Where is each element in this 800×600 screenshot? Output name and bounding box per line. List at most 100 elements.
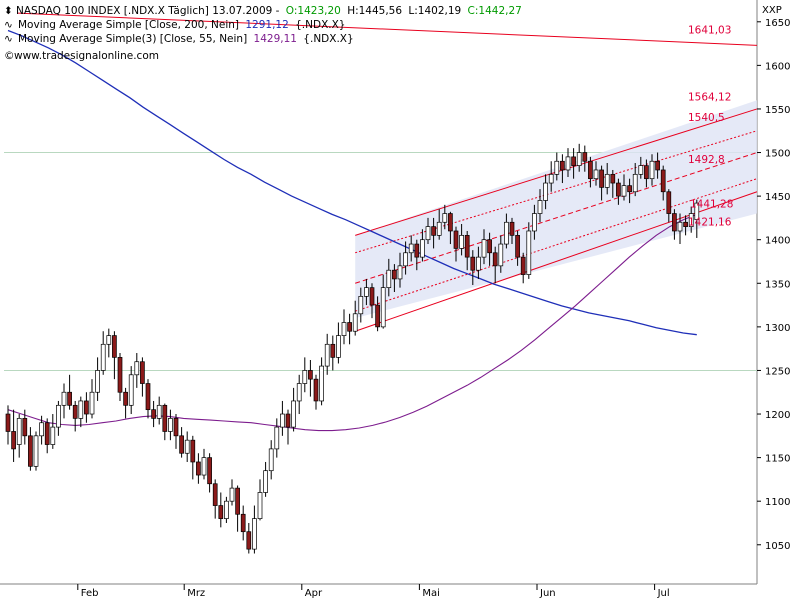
level-label: 1492,8 bbox=[688, 154, 725, 166]
candle-down bbox=[5, 413, 11, 432]
candle-down bbox=[179, 435, 184, 454]
candle-down bbox=[509, 221, 515, 236]
level-label: 1641,03 bbox=[688, 25, 731, 37]
sma200-line bbox=[7, 29, 697, 336]
candle-down bbox=[448, 213, 453, 232]
candle-down bbox=[470, 256, 476, 271]
candle-up bbox=[61, 391, 67, 406]
candle-down bbox=[520, 256, 526, 275]
candle-up bbox=[291, 400, 296, 428]
candle-down bbox=[173, 418, 179, 437]
candle-down bbox=[375, 304, 380, 328]
sma55-symbol: {.NDX.X} bbox=[303, 33, 353, 45]
candle-up bbox=[224, 500, 229, 519]
candle-up bbox=[526, 230, 532, 275]
candle-up bbox=[280, 413, 285, 428]
candle-up bbox=[532, 213, 537, 232]
candle-up bbox=[380, 287, 386, 328]
candle-down bbox=[515, 234, 520, 258]
candle-up bbox=[621, 185, 627, 197]
candle-up bbox=[302, 370, 308, 384]
low-value: L:1402,19 bbox=[408, 5, 461, 17]
sma55-line bbox=[7, 213, 698, 432]
candle-down bbox=[190, 439, 196, 463]
y-tick-label: 1300 bbox=[765, 323, 790, 334]
candle-up bbox=[324, 343, 330, 367]
candle-down bbox=[588, 160, 593, 180]
candle-down bbox=[313, 378, 319, 402]
candle-up bbox=[341, 322, 347, 336]
candle-down bbox=[162, 404, 168, 432]
candle-down bbox=[218, 505, 224, 519]
candle-up bbox=[481, 239, 487, 258]
candle-up bbox=[504, 221, 509, 245]
y-tick-label: 1450 bbox=[765, 192, 790, 203]
y-tick-label: 1600 bbox=[765, 61, 790, 72]
candle-up bbox=[649, 160, 655, 180]
candle-down bbox=[44, 422, 50, 445]
candle-up bbox=[543, 182, 548, 201]
candle-down bbox=[627, 185, 632, 193]
y-tick-label: 1100 bbox=[765, 497, 790, 508]
candle-down bbox=[560, 160, 565, 171]
level-label: 1564,12 bbox=[688, 92, 731, 104]
symbol-line: NASDAQ 100 INDEX [.NDX.X Täglich] 13.07.… bbox=[16, 5, 280, 17]
resistance-line bbox=[17, 12, 758, 46]
candle-down bbox=[644, 165, 649, 180]
candle-down bbox=[660, 169, 666, 193]
currency-label: XXP bbox=[762, 5, 782, 16]
channel-fill bbox=[355, 100, 757, 319]
svg-text:NASDAQ 100 INDEX [.NDX.X Tägl: NASDAQ 100 INDEX [.NDX.X Täglich] 13.07.… bbox=[16, 5, 522, 17]
y-tick-label: 1350 bbox=[765, 279, 790, 290]
candle-down bbox=[84, 400, 89, 415]
candle-down bbox=[672, 213, 677, 232]
candle-up bbox=[364, 287, 369, 297]
candle-up bbox=[677, 221, 683, 232]
candle-down bbox=[235, 487, 240, 515]
candle-down bbox=[123, 391, 128, 406]
candle-down bbox=[655, 160, 660, 171]
candle-down bbox=[140, 361, 145, 384]
y-tick-label: 1500 bbox=[765, 149, 790, 160]
line-icon: ∿ bbox=[4, 33, 13, 45]
symbol-icon: ⬍ bbox=[4, 5, 13, 17]
sma200-label: Moving Average Simple [Close, 200, Nein] bbox=[18, 19, 239, 31]
candle-down bbox=[610, 173, 616, 184]
candle-down bbox=[487, 239, 492, 254]
level-label: 1441,28 bbox=[690, 199, 733, 211]
candle-up bbox=[358, 296, 364, 315]
level-label: 1540,5 bbox=[688, 112, 725, 124]
candle-down bbox=[11, 431, 16, 450]
y-tick-label: 1200 bbox=[765, 410, 790, 421]
candle-up bbox=[420, 239, 425, 258]
candle-down bbox=[599, 169, 604, 188]
close-value: C:1442,27 bbox=[468, 5, 522, 17]
candle-down bbox=[683, 221, 688, 227]
x-tick-label: Mrz bbox=[187, 588, 205, 599]
candle-up bbox=[694, 202, 700, 221]
candle-up bbox=[336, 335, 341, 358]
sma200-symbol: {.NDX.X} bbox=[295, 19, 345, 31]
candle-up bbox=[168, 418, 173, 432]
candle-up bbox=[274, 426, 280, 450]
candle-down bbox=[431, 226, 436, 236]
open-value: O:1423,20 bbox=[286, 5, 341, 17]
candle-up bbox=[565, 156, 571, 171]
candle-down bbox=[571, 156, 576, 166]
candle-up bbox=[403, 252, 408, 267]
y-tick-label: 1250 bbox=[765, 366, 790, 377]
candle-down bbox=[582, 152, 588, 162]
candle-up bbox=[296, 383, 302, 402]
candle-up bbox=[498, 243, 504, 267]
candle-up bbox=[537, 200, 543, 214]
candle-down bbox=[369, 287, 375, 306]
candle-down bbox=[285, 413, 291, 428]
candle-up bbox=[56, 404, 61, 428]
candle-up bbox=[156, 404, 162, 419]
candle-down bbox=[392, 269, 397, 280]
x-tick-label: Apr bbox=[305, 588, 323, 599]
header-legend: ⬍ NASDAQ 100 INDEX [.NDX.X Täglich] 13.0… bbox=[4, 5, 522, 62]
candle-up bbox=[386, 269, 392, 288]
candle-up bbox=[397, 265, 403, 280]
